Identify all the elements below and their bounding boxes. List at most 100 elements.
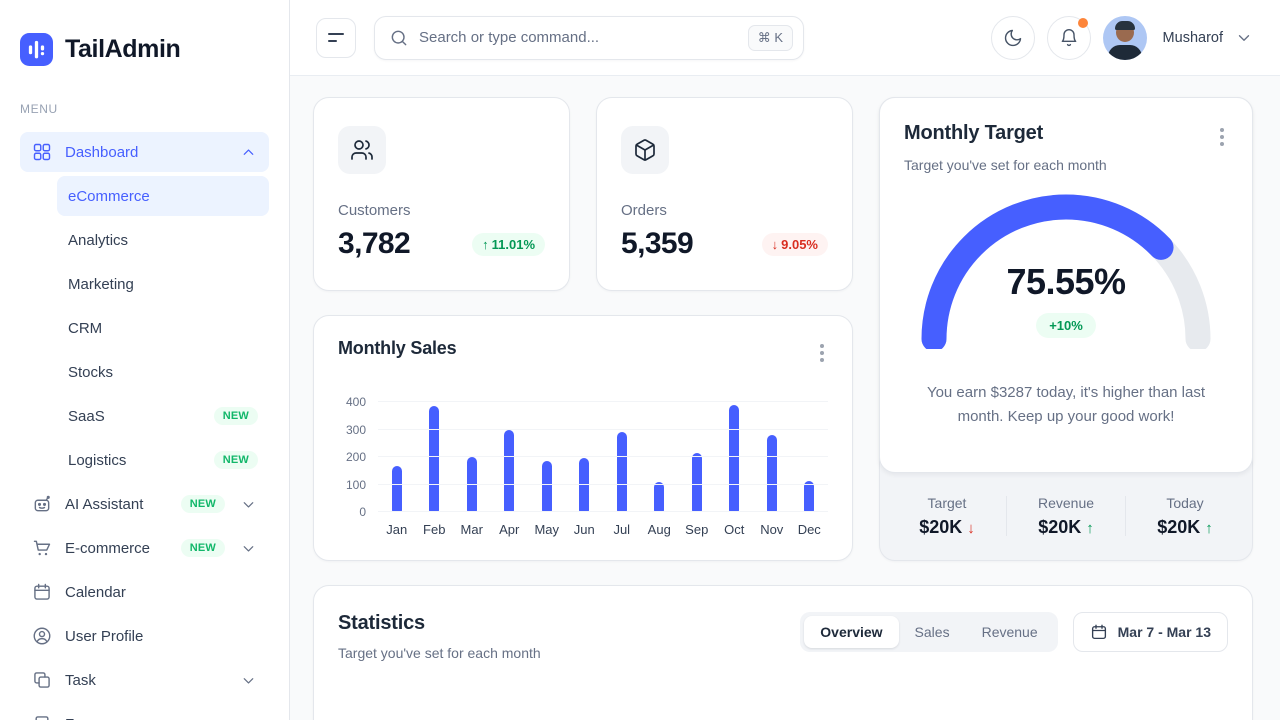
card-subtitle: Target you've set for each month — [904, 157, 1107, 173]
sidebar-submenu: eCommerce Analytics Marketing CRM Stocks SaaS… — [57, 176, 269, 480]
new-badge: NEW — [180, 495, 225, 513]
target-percent: 75.55% — [1006, 261, 1126, 302]
nav-item-label: Analytics — [68, 231, 129, 249]
tab-sales[interactable]: Sales — [914, 624, 950, 640]
x-axis-label: Jun — [573, 522, 595, 537]
x-axis-label: Apr — [499, 522, 520, 537]
y-axis-tick: 0 — [359, 505, 366, 519]
sidebar-subitem-analytics[interactable]: Analytics — [57, 220, 269, 260]
x-axis-label: Aug — [647, 522, 671, 537]
search-input[interactable] — [419, 29, 738, 46]
tab-overview[interactable]: Overview — [804, 616, 899, 648]
tailadmin-logo-icon — [20, 32, 53, 66]
date-range-picker[interactable]: Mar 7 - Mar 13 — [1072, 612, 1228, 652]
search-icon — [389, 28, 409, 48]
target-stat-today: Today $20K ↑ — [1126, 495, 1244, 538]
stat-label: Revenue — [1037, 494, 1095, 511]
card-title: Monthly Target — [904, 122, 1044, 144]
sidebar-subitem-logistics[interactable]: Logistics NEW — [57, 440, 269, 480]
bar-slot-mar — [453, 402, 491, 512]
search-bar[interactable]: ⌘ K — [374, 15, 804, 60]
cart-icon — [32, 538, 52, 558]
nav-item-label: Logistics — [68, 451, 127, 469]
metric-value: 5,359 — [621, 227, 694, 260]
orders-card: Orders 5,359 ↓ 9.05% — [596, 97, 853, 291]
avatar[interactable] — [1102, 15, 1147, 60]
gridline — [378, 483, 828, 485]
sidebar-item-ai-assistant[interactable]: AI Assistant NEW — [20, 484, 269, 524]
sidebar-item-task[interactable]: Task — [20, 660, 269, 700]
calendar-icon — [32, 582, 52, 602]
card-menu-button[interactable] — [1216, 124, 1228, 150]
sidebar-item-dashboard[interactable]: Dashboard — [20, 132, 269, 172]
user-icon — [32, 626, 52, 646]
nav-item-label: Stocks — [68, 363, 114, 381]
sidebar-subitem-stocks[interactable]: Stocks — [57, 352, 269, 392]
sidebar-item-forms[interactable]: Forms — [20, 704, 269, 720]
hamburger-icon — [328, 33, 344, 42]
card-menu-button[interactable] — [816, 340, 828, 366]
nav-item-label: Dashboard — [65, 143, 139, 161]
arrow-up-icon: ↑ — [482, 236, 489, 252]
command-shortcut-badge: ⌘ K — [747, 24, 793, 51]
card-title: Statistics — [338, 612, 425, 634]
grid-icon — [32, 142, 52, 162]
stat-value: $20K ↓ — [919, 516, 975, 537]
card-subtitle: Target you've set for each month — [338, 645, 541, 661]
bar-slot-oct — [716, 402, 754, 512]
users-icon — [338, 126, 386, 174]
sidebar-item-e-commerce[interactable]: E-commerce NEW — [20, 528, 269, 568]
x-axis-label: Oct — [724, 522, 745, 537]
gridline — [378, 456, 828, 457]
notification-dot — [1077, 17, 1088, 28]
arrow-down-icon: ↓ — [771, 236, 779, 252]
bar-feb — [429, 406, 440, 512]
chevron-down-icon — [240, 540, 257, 557]
sidebar-toggle-button[interactable] — [316, 17, 356, 58]
sidebar-subitem-saas[interactable]: SaaS NEW — [57, 396, 269, 436]
monthly-target-card: Monthly Target Target you've set for eac… — [879, 97, 1253, 561]
user-name[interactable]: Musharof — [1162, 29, 1223, 46]
x-axis-label: Sep — [685, 522, 709, 537]
x-axis-label: Mar — [460, 522, 483, 537]
bar-slot-feb — [416, 402, 454, 512]
target-gauge: 75.55% +10% — [904, 189, 1228, 359]
bar-aug — [654, 481, 665, 512]
chevron-down-icon[interactable] — [1235, 29, 1253, 47]
target-stats-row: Target $20K ↓ Revenue $20K ↑ Today $20K ↑ — [880, 472, 1252, 560]
x-axis-label: Dec — [797, 522, 821, 537]
chevron-down-icon — [240, 672, 257, 689]
file-icon — [32, 714, 52, 720]
sidebar-item-user-profile[interactable]: User Profile — [20, 616, 269, 656]
statistics-tab-group: Overview Sales Revenue — [800, 612, 1058, 652]
gridline — [378, 428, 828, 430]
stat-value: $20K ↑ — [1157, 516, 1213, 537]
target-message: You earn $3287 today, it's higher than l… — [926, 384, 1206, 426]
bar-may — [541, 460, 552, 512]
monthly-sales-chart: 0 100 200 300 400 Jan Feb Mar Apr May Jun Jul Aug Se… — [338, 394, 828, 546]
sidebar-item-calendar[interactable]: Calendar — [20, 572, 269, 612]
sidebar-subitem-ecommerce[interactable]: eCommerce — [57, 176, 269, 216]
notifications-button[interactable] — [1046, 15, 1091, 60]
change-badge: ↑ 11.01% — [472, 232, 545, 256]
x-axis-label: Nov — [760, 522, 784, 537]
divider — [1006, 496, 1007, 536]
x-axis-label: Feb — [423, 522, 446, 537]
metric-label: Customers — [338, 202, 411, 219]
sidebar-subitem-marketing[interactable]: Marketing — [57, 264, 269, 304]
bar-slot-sep — [678, 402, 716, 512]
brand[interactable]: TailAdmin — [20, 32, 269, 66]
gridline — [378, 401, 828, 402]
new-badge: NEW — [180, 539, 225, 557]
target-stat-revenue: Revenue $20K ↑ — [1007, 495, 1125, 538]
y-axis-tick: 300 — [345, 422, 366, 437]
new-badge: NEW — [213, 407, 258, 425]
x-axis-label: May — [534, 522, 560, 537]
dark-mode-toggle-button[interactable] — [990, 15, 1035, 60]
bar-slot-nov — [753, 402, 791, 512]
tab-revenue[interactable]: Revenue — [981, 624, 1038, 640]
robot-icon — [32, 494, 52, 514]
copy-icon — [32, 670, 52, 690]
monthly-sales-card: Monthly Sales 0 100 200 300 400 Jan Feb Mar Apr… — [313, 315, 853, 561]
sidebar-subitem-crm[interactable]: CRM — [57, 308, 269, 348]
